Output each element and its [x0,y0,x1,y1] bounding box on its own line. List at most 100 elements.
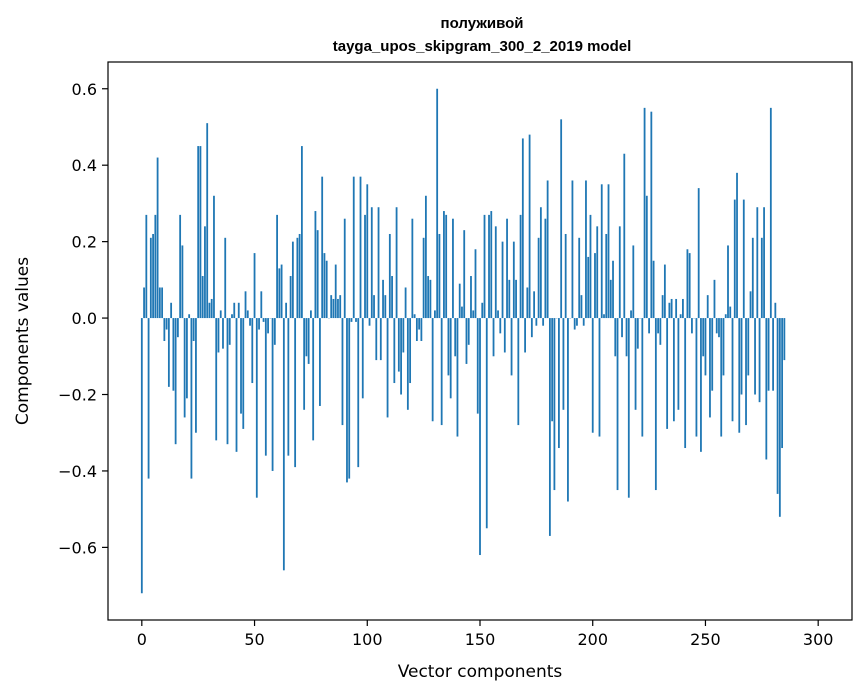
bar-194 [578,237,581,319]
y-axis-label: Components values [13,257,33,425]
bar-117 [404,287,407,319]
bar-166 [515,279,517,319]
bar-111 [391,276,393,319]
bar-143 [463,230,466,319]
bar-86 [334,264,337,319]
bar-79 [319,318,321,406]
bar-170 [524,318,526,353]
bar-10 [163,318,166,341]
bar-223 [643,107,646,319]
bar-6 [154,214,157,319]
bars-group [140,88,786,594]
bar-89 [341,318,344,426]
bar-27 [201,276,204,319]
bar-127 [427,276,430,319]
bar-46 [244,291,247,319]
bar-188 [564,233,567,319]
bar-195 [580,295,583,319]
bar-227 [652,260,655,319]
bar-284 [781,318,784,449]
bar-113 [395,207,398,319]
bar-177 [539,207,542,319]
bar-47 [246,310,249,319]
x-tick-label-6: 300 [803,630,834,649]
bar-275 [760,237,763,319]
bar-148 [474,249,477,319]
bar-244 [691,318,693,334]
bar-156 [492,318,495,357]
bar-226 [650,111,653,319]
bar-242 [686,249,689,319]
bar-7 [156,157,159,319]
bar-229 [657,318,660,334]
bar-158 [497,310,499,319]
bar-32 [213,195,215,319]
bar-210 [614,318,617,357]
bar-64 [285,302,288,319]
bar-115 [400,318,402,395]
bar-48 [249,318,251,326]
bar-169 [521,138,524,319]
bar-207 [607,184,610,319]
bar-145 [467,318,470,345]
bar-5 [152,233,154,319]
bar-228 [654,318,657,491]
bar-266 [740,318,743,395]
bar-174 [533,291,536,319]
bar-110 [388,233,391,319]
bar-183 [553,318,556,491]
x-tick-label-4: 200 [577,630,608,649]
bar-157 [494,226,497,319]
bar-30 [208,302,211,319]
bar-276 [763,207,765,319]
bar-18 [181,245,184,319]
bar-237 [675,298,678,319]
bar-73 [305,318,308,357]
bar-197 [585,180,587,319]
bar-146 [470,276,472,319]
bar-68 [294,318,297,468]
bar-285 [783,318,786,361]
bar-178 [542,318,545,326]
bar-181 [548,318,551,536]
bar-171 [526,287,529,319]
bar-81 [323,253,326,319]
bar-44 [240,318,242,414]
bar-128 [429,279,432,319]
bar-162 [506,218,508,319]
bar-225 [648,318,650,334]
bar-12 [167,318,170,387]
bar-216 [627,318,630,498]
x-tick-label-0: 0 [137,630,147,649]
bar-105 [377,207,380,319]
bar-173 [530,318,533,338]
bar-77 [314,211,317,319]
y-tick-label-5: 0.4 [72,156,97,175]
bar-150 [479,318,481,556]
bar-175 [535,318,538,326]
bar-90 [343,218,346,319]
x-tick-label-3: 150 [465,630,496,649]
bar-63 [282,318,285,571]
bar-45 [242,318,245,429]
bar-11 [165,318,168,330]
bar-74 [307,318,310,364]
bar-240 [682,298,684,319]
bar-96 [357,318,360,468]
bar-39 [228,318,231,345]
bar-239 [679,314,682,319]
bar-40 [231,314,233,319]
bar-38 [226,318,229,445]
bar-69 [296,237,299,319]
bar-92 [348,318,351,479]
bar-155 [490,211,493,319]
bar-214 [623,153,626,319]
bar-116 [402,318,405,353]
bar-37 [224,237,227,319]
bar-122 [415,318,418,341]
bar-185 [558,318,560,449]
bar-133 [440,318,443,426]
bar-95 [355,318,357,322]
bar-118 [406,318,409,410]
bar-82 [325,260,328,319]
